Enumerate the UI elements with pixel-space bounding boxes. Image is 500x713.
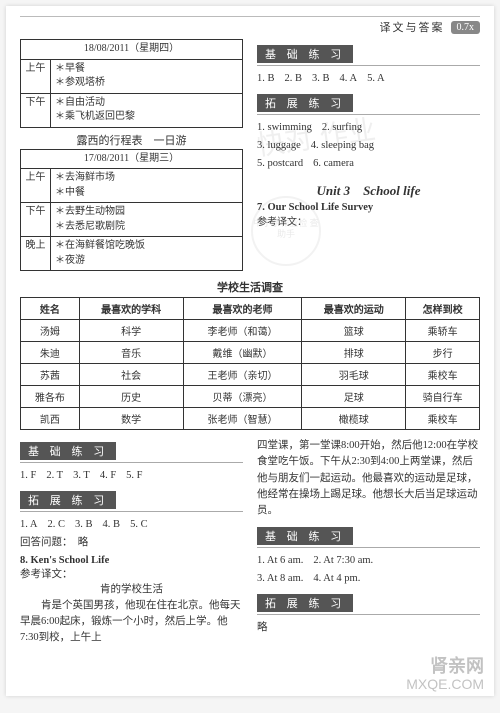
schedule-thursday: 18/08/2011（星期四） 上午 ＊早餐＊参观塔桥 下午 ＊自由活动＊乘飞机… (20, 39, 243, 128)
unit-title: Unit 3 School life (257, 180, 480, 199)
items-cell: ＊去野生动物园＊去悉尼歌剧院 (51, 203, 243, 237)
period-cell: 晚上 (21, 237, 51, 271)
th-sport: 最喜欢的运动 (302, 298, 406, 320)
th-transport: 怎样到校 (406, 298, 480, 320)
answers-ext2: 1. A2. C3. B4. B5. C (20, 516, 243, 534)
period-cell: 上午 (21, 169, 51, 203)
period-cell: 下午 (21, 93, 51, 127)
survey-title: 学校生活调查 (20, 279, 480, 295)
date-cell: 17/08/2011（星期三） (21, 149, 243, 169)
article-cn-title: 肯的学校生活 (20, 581, 243, 596)
table-row: 朱迪音乐戴维（幽默）排球步行 (21, 342, 480, 364)
section-ext: 拓 展 练 习 (257, 94, 353, 112)
period-cell: 上午 (21, 59, 51, 93)
table-row: 雅各布历史贝蒂（漂亮）足球骑自行车 (21, 386, 480, 408)
th-name: 姓名 (21, 298, 80, 320)
table-row: 凯西数学张老师（智慧）橄榄球乘校车 (21, 408, 480, 430)
table-row: 苏茜社会王老师（亲切）羽毛球乘校车 (21, 364, 480, 386)
answers-basic2: 1. F2. T3. T4. F5. F (20, 467, 243, 485)
section-ext: 拓 展 练 习 (20, 491, 116, 509)
section-basic: 基 础 练 习 (257, 45, 353, 63)
article-p2: 四堂课，第一堂课8:00开始，然后他12:00在学校食堂吃午饭。下午从2:30到… (257, 438, 480, 519)
section-basic: 基 础 练 习 (257, 527, 353, 545)
section-ext: 拓 展 练 习 (257, 594, 353, 612)
section-basic: 基 础 练 习 (20, 442, 116, 460)
table-row: 汤姆科学李老师（和蔼）篮球乘轿车 (21, 320, 480, 342)
answers-basic1: 1. B2. B3. B4. A5. A (257, 70, 480, 88)
page-title: 译文与答案 (380, 19, 445, 35)
zoom-badge: 0.7x (451, 21, 481, 34)
unit-subtitle: 7. Our School Life Survey (257, 202, 480, 213)
survey-table: 姓名 最喜欢的学科 最喜欢的老师 最喜欢的运动 怎样到校 汤姆科学李老师（和蔼）… (20, 297, 480, 430)
footer-watermark: 肾亲网 MXQE.COM (406, 657, 484, 692)
answers-basic3: 1. At 6 am.2. At 7:30 am. 3. At 8 am.4. … (257, 552, 480, 588)
items-cell: ＊去海鲜市场＊中餐 (51, 169, 243, 203)
ref-label: 参考译文： (257, 213, 480, 228)
ref-label: 参考译文： (20, 566, 243, 581)
period-cell: 下午 (21, 203, 51, 237)
ext2-note: 回答问题： 略 (20, 534, 243, 549)
date-cell: 18/08/2011（星期四） (21, 40, 243, 60)
answers-ext1: 1. swimming2. surfing 3. luggage4. sleep… (257, 119, 480, 173)
schedule-caption: 露西的行程表 一日游 (20, 132, 243, 148)
items-cell: ＊自由活动＊乘飞机返回巴黎 (51, 93, 243, 127)
article-title: 8. Ken's School Life (20, 555, 243, 566)
ext3-note: 略 (257, 619, 480, 634)
schedule-wednesday: 17/08/2011（星期三） 上午 ＊去海鲜市场＊中餐 下午 ＊去野生动物园＊… (20, 149, 243, 272)
items-cell: ＊早餐＊参观塔桥 (51, 59, 243, 93)
article-p1: 肯是个英国男孩，他现在住在北京。他每天早晨6:00起床，锻炼一个小时，然后上学。… (20, 598, 243, 647)
th-subject: 最喜欢的学科 (79, 298, 183, 320)
th-teacher: 最喜欢的老师 (183, 298, 302, 320)
items-cell: ＊在海鲜餐馆吃晚饭＊夜游 (51, 237, 243, 271)
